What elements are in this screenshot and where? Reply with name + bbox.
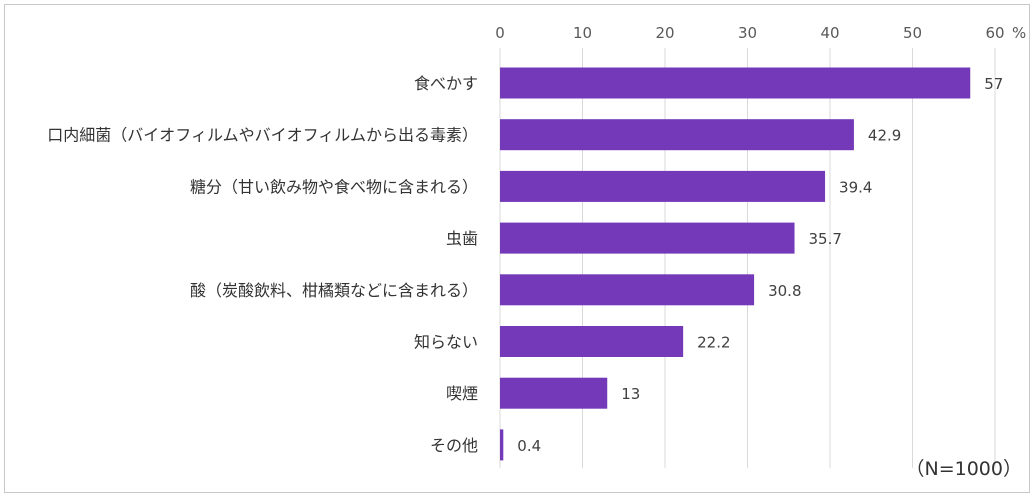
x-axis-tick-labels: 0 10 20 30 40 50 60 bbox=[495, 24, 1004, 42]
bar bbox=[500, 119, 854, 151]
category-label: 食べかす bbox=[414, 74, 478, 93]
category-label: その他 bbox=[430, 436, 478, 455]
category-label: 口内細菌（バイオフィルムやバイオフィルムから出る毒素） bbox=[47, 126, 478, 145]
x-tick-label: 20 bbox=[655, 24, 674, 42]
bar bbox=[500, 377, 608, 409]
value-label: 22.2 bbox=[697, 334, 730, 352]
value-labels: 57 42.9 39.4 35.7 30.8 22.2 13 0.4 bbox=[517, 75, 1003, 455]
x-tick-label: 10 bbox=[573, 24, 592, 42]
value-label: 30.8 bbox=[768, 282, 801, 300]
bar bbox=[500, 429, 504, 461]
bar bbox=[500, 170, 826, 202]
sample-size-note: （N=1000） bbox=[906, 458, 1023, 480]
x-tick-label: 30 bbox=[738, 24, 757, 42]
category-label: 喫煙 bbox=[446, 384, 478, 403]
value-label: 13 bbox=[621, 385, 640, 403]
bar bbox=[500, 326, 684, 357]
value-label: 39.4 bbox=[839, 178, 872, 196]
value-label: 57 bbox=[984, 75, 1003, 93]
value-label: 42.9 bbox=[868, 127, 901, 145]
bar bbox=[500, 67, 971, 99]
x-tick-label: 50 bbox=[903, 24, 922, 42]
x-tick-label: 60 bbox=[985, 24, 1004, 42]
bar bbox=[500, 222, 795, 254]
bar bbox=[500, 274, 755, 306]
category-label: 虫歯 bbox=[446, 229, 478, 248]
category-label: 酸（炭酸飲料、柑橘類などに含まれる） bbox=[190, 281, 478, 300]
bars bbox=[500, 67, 971, 461]
x-axis-unit-label: % bbox=[1012, 24, 1026, 42]
category-label: 知らない bbox=[414, 333, 478, 352]
value-label: 0.4 bbox=[517, 437, 541, 455]
value-label: 35.7 bbox=[809, 230, 842, 248]
x-tick-label: 40 bbox=[820, 24, 839, 42]
x-tick-label: 0 bbox=[495, 24, 505, 42]
category-label: 糖分（甘い飲み物や食べ物に含まれる） bbox=[190, 177, 478, 196]
